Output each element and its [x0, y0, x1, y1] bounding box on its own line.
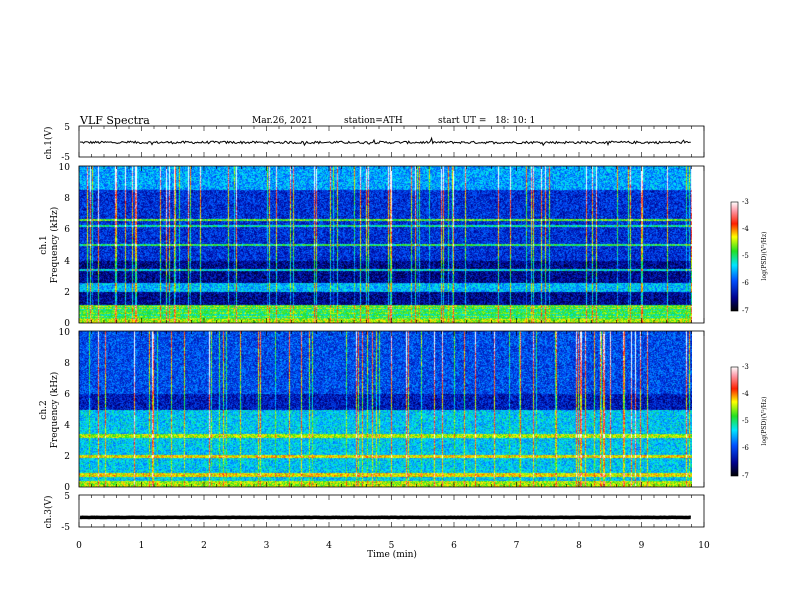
x-tick-label: 7	[514, 541, 520, 551]
start-time-label: start UT = 18: 10: 1	[438, 116, 535, 126]
ch3-ytick-top: 5	[64, 492, 70, 502]
ch2-spectrogram-panel: ch.2 Frequency (kHz) 0 2 4 6 8 10	[39, 328, 705, 493]
ch2-ytick-2: 2	[64, 452, 70, 462]
x-tick-label: 2	[201, 541, 207, 551]
ch2-cb-tick-6: -6	[742, 444, 749, 452]
ch1-cb-tick-3: -3	[742, 198, 749, 206]
x-tick-label: 0	[76, 541, 82, 551]
ch2-spec-x-ticks	[78, 331, 705, 487]
ch2-cb-tick-5: -5	[742, 417, 749, 425]
ch1-ytick-0: 0	[64, 319, 70, 329]
ch2-colorbar-label: log(PSD)(V²/Hz)	[761, 397, 768, 446]
x-axis-label: Time (min)	[367, 549, 417, 560]
x-tick-label: 10	[698, 541, 710, 551]
ch3-waveform-panel: ch.3(V) 5 -5	[43, 492, 705, 533]
ch1-ytick-top: 5	[64, 123, 70, 133]
ch1-spec-x-ticks	[78, 166, 705, 323]
ch2-ytick-4: 4	[64, 421, 70, 431]
ch1-colorbar-label: log(PSD)(V²/Hz)	[761, 232, 768, 281]
ch2-cb-tick-3: -3	[742, 363, 749, 371]
ch2-spectrogram-image	[79, 331, 692, 487]
ch1-cb-tick-5: -5	[742, 252, 749, 260]
ch3-ytick-bottom: -5	[61, 523, 70, 533]
ch2-ytick-0: 0	[64, 483, 70, 493]
x-tick-label: 5	[389, 541, 395, 551]
ch1-cb-tick-4: -4	[742, 225, 749, 233]
ch1-waveform-panel: ch.1(V) 5 -5	[43, 123, 705, 163]
ch2-spec-ylabel: ch.2	[39, 400, 49, 419]
ch2-ytick-8: 8	[64, 359, 70, 369]
ch2-freq-ylabel: Frequency (kHz)	[49, 372, 60, 449]
ch1-ytick-2: 2	[64, 288, 70, 298]
station-label: station=ATH	[344, 116, 403, 126]
ch1-spec-yticks: 0 2 4 6 8 10	[59, 163, 71, 329]
ch3-x-ticks	[78, 495, 705, 527]
x-tick-label: 6	[451, 541, 457, 551]
ch1-ytick-bottom: -5	[61, 153, 70, 163]
ch1-spec-ylabel: ch.1	[39, 235, 49, 254]
date-label: Mar.26, 2021	[252, 116, 313, 126]
ch1-ytick-10: 10	[59, 163, 71, 173]
ch1-cb-tick-7: -7	[742, 307, 749, 315]
ch3-ylabel: ch.3(V)	[43, 496, 54, 529]
ch2-ytick-6: 6	[64, 390, 70, 400]
ch1-ytick-4: 4	[64, 257, 70, 267]
ch2-cb-tick-4: -4	[742, 390, 749, 398]
x-tick-label: 4	[326, 541, 332, 551]
ch2-spec-yticks: 0 2 4 6 8 10	[59, 328, 71, 493]
ch2-colorbar: -3 -4 -5 -6 -7 log(PSD)(V²/Hz)	[730, 363, 768, 480]
ch1-ylabel: ch.1(V)	[43, 127, 54, 160]
ch1-ytick-6: 6	[64, 225, 70, 235]
ch1-cb-tick-6: -6	[742, 279, 749, 287]
ch1-spectrogram-panel: ch.1 Frequency (kHz) 0 2 4 6 8 10	[39, 163, 705, 329]
ch2-colorbar-gradient	[731, 367, 738, 476]
ch1-colorbar-frame	[730, 201, 739, 312]
ch1-freq-ylabel: Frequency (kHz)	[49, 207, 60, 284]
ch2-cb-tick-7: -7	[742, 472, 749, 480]
ch1-colorbar: -3 -4 -5 -6 -7 log(PSD)(V²/Hz)	[730, 198, 768, 315]
ch1-x-ticks	[78, 126, 705, 157]
ch1-spectrogram-image	[79, 166, 692, 323]
x-tick-label: 9	[639, 541, 645, 551]
x-tick-label: 3	[264, 541, 270, 551]
x-tick-label: 1	[139, 541, 145, 551]
ch1-colorbar-gradient	[731, 202, 738, 311]
ch2-colorbar-frame	[730, 366, 739, 477]
ch1-waveform-line	[79, 136, 691, 147]
x-tick-label: 8	[576, 541, 582, 551]
ch1-ytick-8: 8	[64, 194, 70, 204]
ch2-ytick-10: 10	[59, 328, 71, 338]
x-axis-tick-labels: 0 1 2 3 4 5 6 7 8 9 10	[76, 541, 710, 551]
figure-title: VLF Spectra	[79, 114, 150, 127]
